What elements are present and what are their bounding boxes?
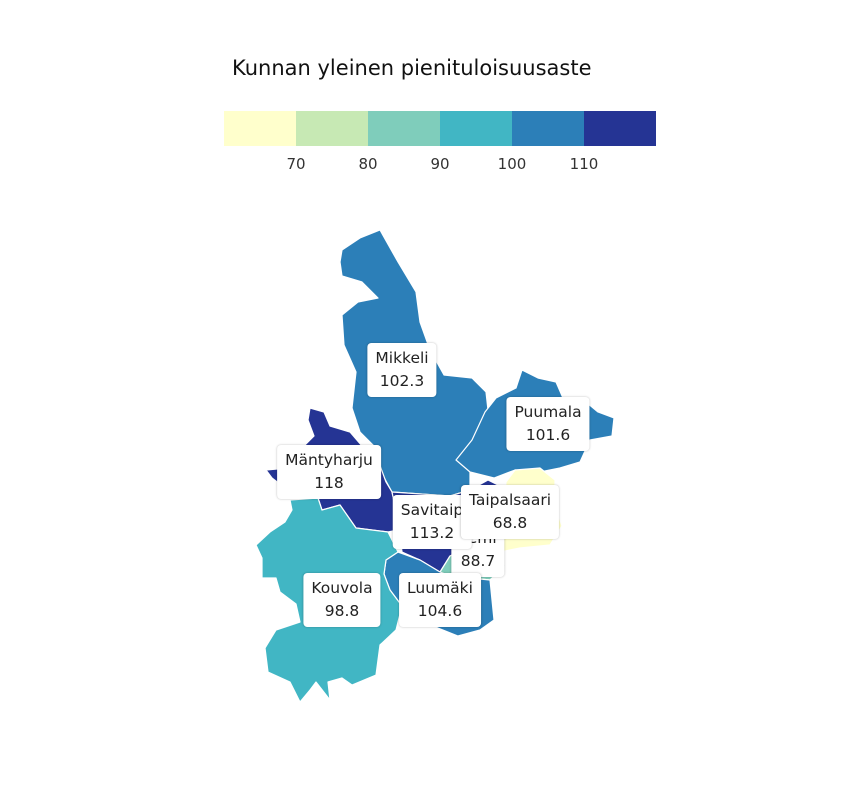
region-name: Taipalsaari bbox=[468, 491, 552, 509]
region-label-taipalsaari: Taipalsaari 68.8 bbox=[460, 485, 560, 539]
legend-tick-label: 110 bbox=[569, 155, 599, 173]
legend-swatch bbox=[224, 111, 296, 146]
legend-tick-label: 80 bbox=[358, 155, 378, 173]
region-label-savitaipale: Savitaip 113.2 bbox=[392, 495, 472, 549]
region-value: 101.6 bbox=[525, 426, 571, 444]
region-name: Savitaip bbox=[400, 501, 464, 519]
region-value: 102.3 bbox=[379, 372, 425, 390]
region-label-puumala: Puumala 101.6 bbox=[506, 397, 590, 451]
legend-tick-label: 70 bbox=[286, 155, 306, 173]
region-name: Kouvola bbox=[311, 579, 373, 597]
region-name: Puumala bbox=[514, 403, 582, 421]
region-value: 98.8 bbox=[324, 602, 360, 620]
region-value: 113.2 bbox=[409, 524, 455, 542]
region-value: 88.7 bbox=[460, 552, 496, 570]
legend-swatch bbox=[584, 111, 656, 146]
legend-title: Kunnan yleinen pienituloisuusaste bbox=[232, 56, 592, 80]
legend-swatch bbox=[512, 111, 584, 146]
legend-tick-label: 90 bbox=[430, 155, 450, 173]
region-name: Luumäki bbox=[407, 579, 473, 597]
legend-swatch bbox=[368, 111, 440, 146]
region-name: Mikkeli bbox=[375, 349, 429, 367]
region-label-kouvola: Kouvola 98.8 bbox=[303, 573, 381, 627]
region-label-mikkeli: Mikkeli 102.3 bbox=[367, 343, 437, 397]
legend-tick-label: 100 bbox=[497, 155, 527, 173]
legend-swatch bbox=[296, 111, 368, 146]
region-value: 104.6 bbox=[417, 602, 463, 620]
region-name: Mäntyharju bbox=[285, 451, 373, 469]
color-scale-legend bbox=[224, 111, 656, 146]
legend-swatch bbox=[440, 111, 512, 146]
region-value: 68.8 bbox=[492, 514, 528, 532]
region-value: 118 bbox=[314, 474, 344, 492]
region-label-mantyharju: Mäntyharju 118 bbox=[277, 445, 381, 499]
region-label-luumaki: Luumäki 104.6 bbox=[399, 573, 481, 627]
